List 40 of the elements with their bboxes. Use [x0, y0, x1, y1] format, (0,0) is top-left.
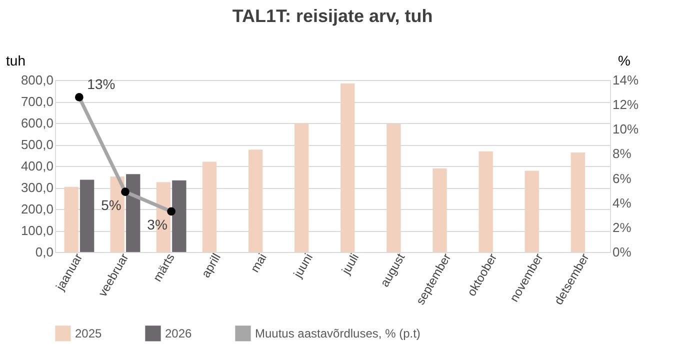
bar	[202, 162, 217, 252]
y2-tick-label: 10%	[612, 122, 639, 137]
bar	[248, 150, 263, 252]
chart-title: TAL1T: reisijate arv, tuh	[232, 6, 433, 26]
bar	[386, 124, 401, 252]
y-tick-label: 200,0	[20, 202, 54, 216]
bar	[80, 180, 94, 252]
y2-tick-label: 12%	[612, 97, 639, 112]
y2-tick-label: 14%	[612, 72, 639, 88]
y-tick-label: 100,0	[20, 223, 54, 238]
y-tick-label: 400,0	[20, 158, 54, 174]
y-axis-title: tuh	[6, 52, 26, 68]
y-tick-label: 500,0	[20, 137, 54, 152]
legend-label: 2026	[165, 326, 192, 340]
y2-axis-title: %	[618, 52, 630, 68]
data-label: 3%	[147, 216, 168, 232]
y2-tick-label: 0%	[612, 244, 632, 260]
y-tick-label: 300,0	[20, 180, 54, 195]
y-tick-label: 600,0	[20, 116, 54, 130]
y2-tick-label: 2%	[612, 220, 632, 235]
y-tick-label: 0,0	[35, 244, 54, 260]
data-label: 13%	[87, 76, 116, 92]
y-tick-label: 800,0	[20, 72, 54, 88]
bar	[432, 168, 447, 252]
y-tick-label: 700,0	[20, 94, 54, 109]
y2-tick-label: 6%	[612, 170, 632, 186]
bar	[340, 83, 355, 252]
bar	[294, 123, 309, 252]
y2-tick-label: 4%	[612, 195, 632, 210]
bar	[570, 152, 586, 252]
bar	[172, 180, 186, 252]
x-tick-label: mai	[248, 251, 270, 275]
y2-tick-label: 8%	[612, 146, 632, 162]
bar	[126, 174, 140, 252]
bar	[64, 186, 78, 252]
bar	[524, 170, 539, 252]
legend-label: Muutus aastavõrdluses, % (p.t)	[255, 326, 420, 340]
bar	[478, 151, 493, 252]
legend-label: 2025	[75, 326, 102, 340]
data-label: 5%	[101, 196, 122, 213]
